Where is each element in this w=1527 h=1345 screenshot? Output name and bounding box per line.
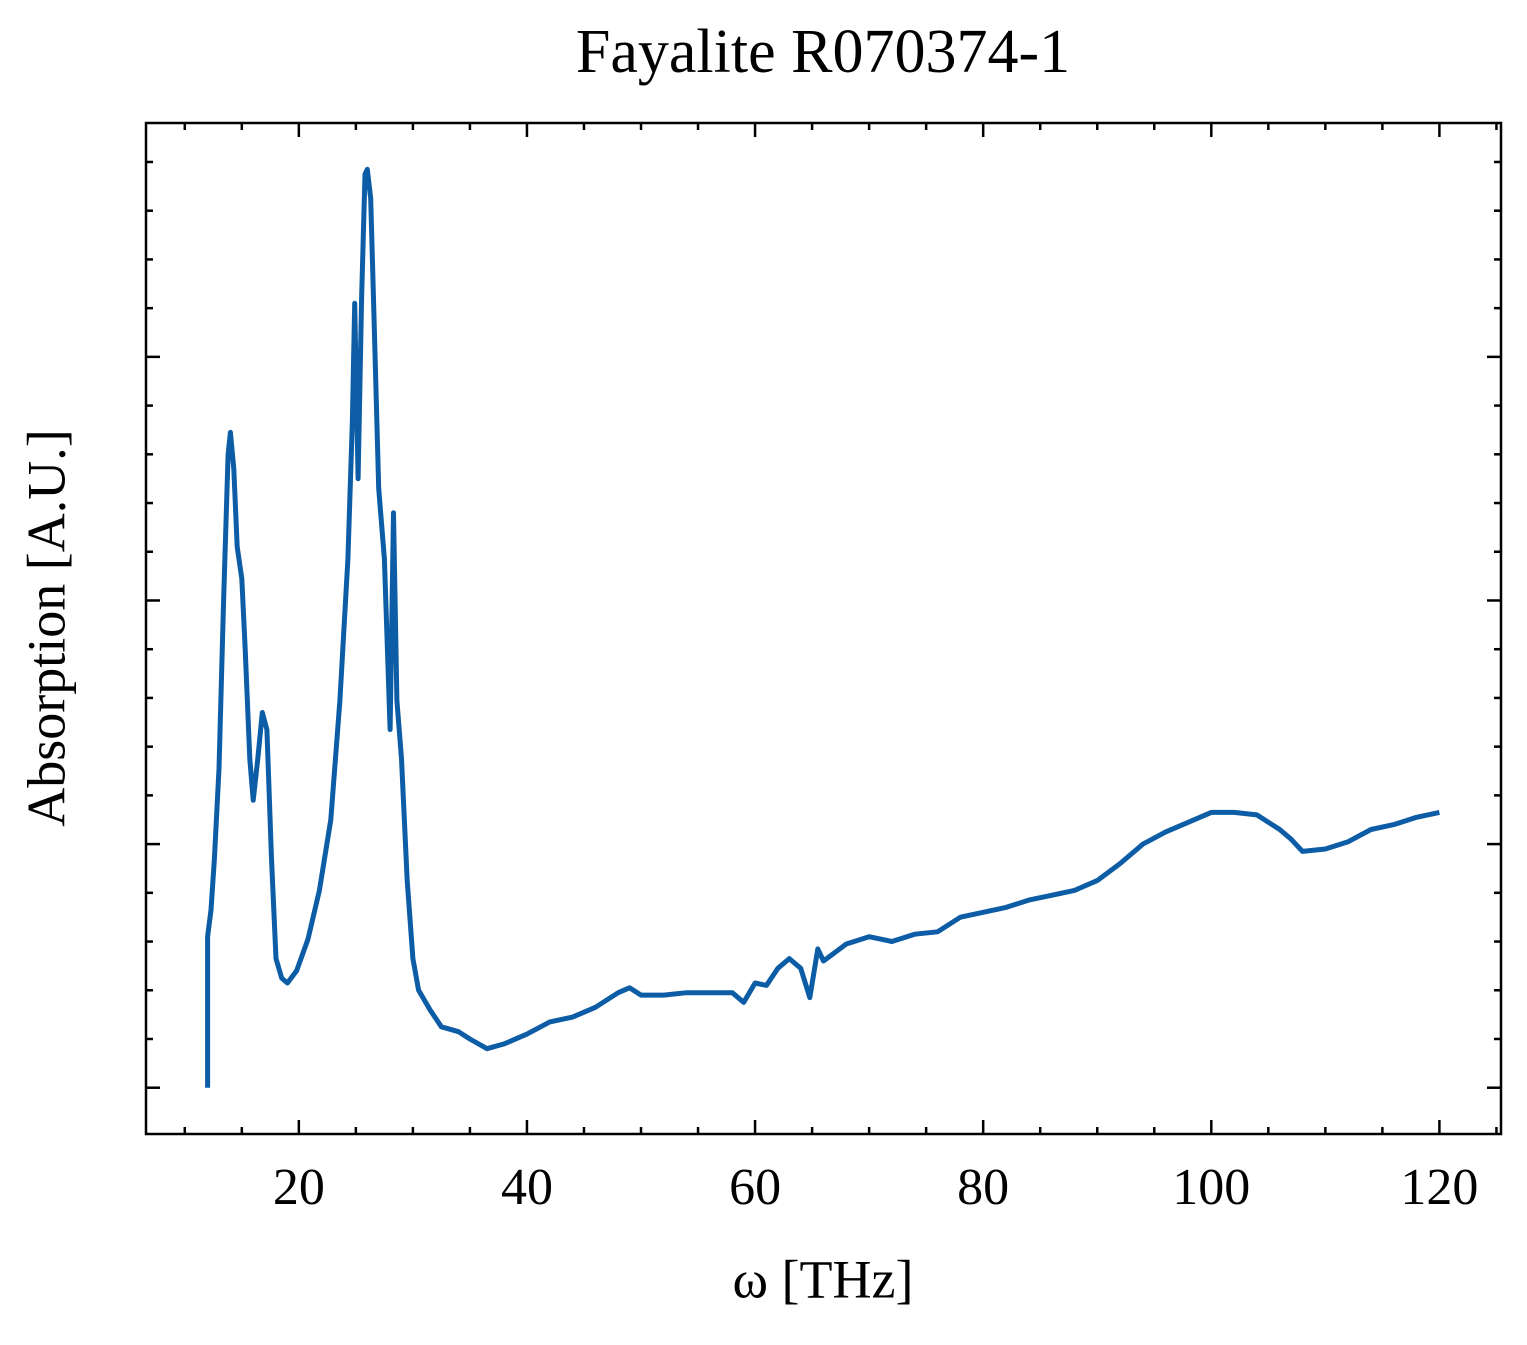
plot-frame [144, 121, 1503, 1136]
x-tick-label: 120 [1400, 1159, 1478, 1216]
x-tick-label: 60 [729, 1159, 781, 1216]
x-tick-label: 20 [273, 1159, 325, 1216]
x-tick-label: 40 [501, 1159, 553, 1216]
x-tick-label: 100 [1172, 1159, 1250, 1216]
x-tick-label: 80 [957, 1159, 1009, 1216]
x-axis-label: ω [THz] [733, 1249, 914, 1309]
chart-title: Fayalite R070374-1 [576, 18, 1070, 86]
y-axis-label: Absorption [A.U.] [16, 429, 76, 826]
data-line [205, 166, 1440, 1088]
